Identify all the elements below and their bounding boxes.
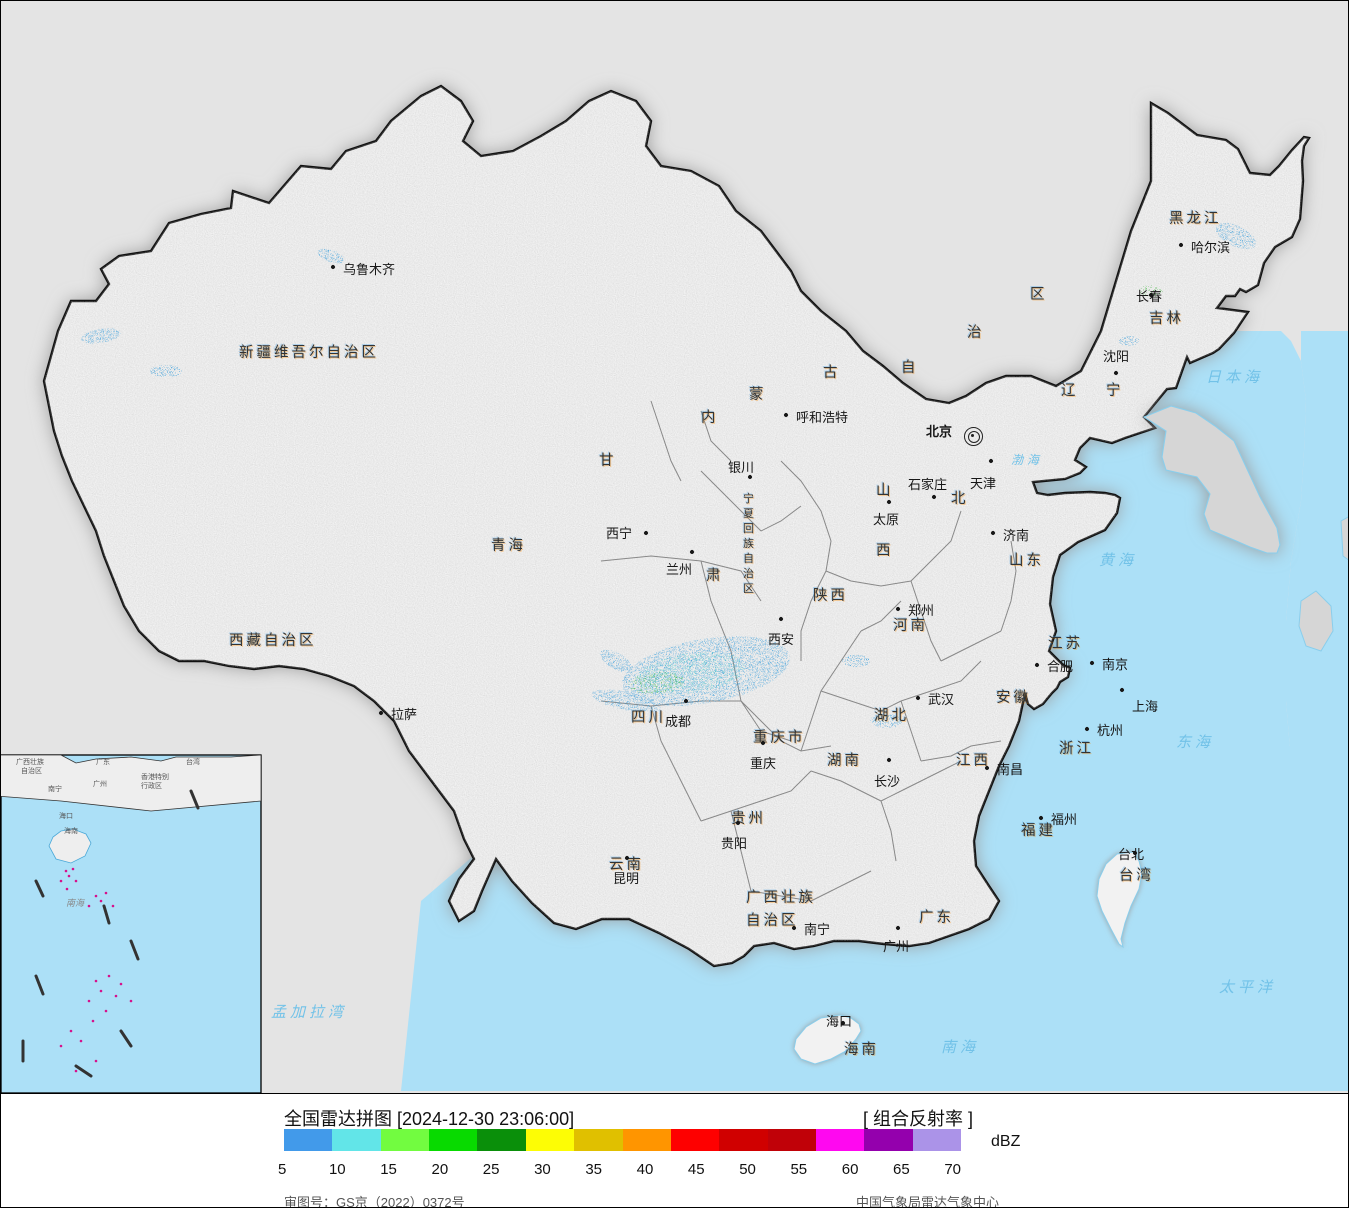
svg-text:香港特别: 香港特别 [141, 772, 169, 781]
svg-text:南海: 南海 [66, 898, 86, 908]
svg-text:海口: 海口 [59, 811, 73, 820]
svg-text:广州: 广州 [93, 779, 107, 788]
svg-text:台湾: 台湾 [186, 757, 200, 766]
svg-text:自治区: 自治区 [21, 766, 42, 775]
svg-text:广西壮族: 广西壮族 [16, 757, 44, 766]
svg-text:南宁: 南宁 [48, 784, 62, 793]
svg-text:海南: 海南 [64, 826, 78, 835]
svg-text:行政区: 行政区 [141, 781, 162, 790]
svg-text:广东: 广东 [96, 757, 110, 766]
